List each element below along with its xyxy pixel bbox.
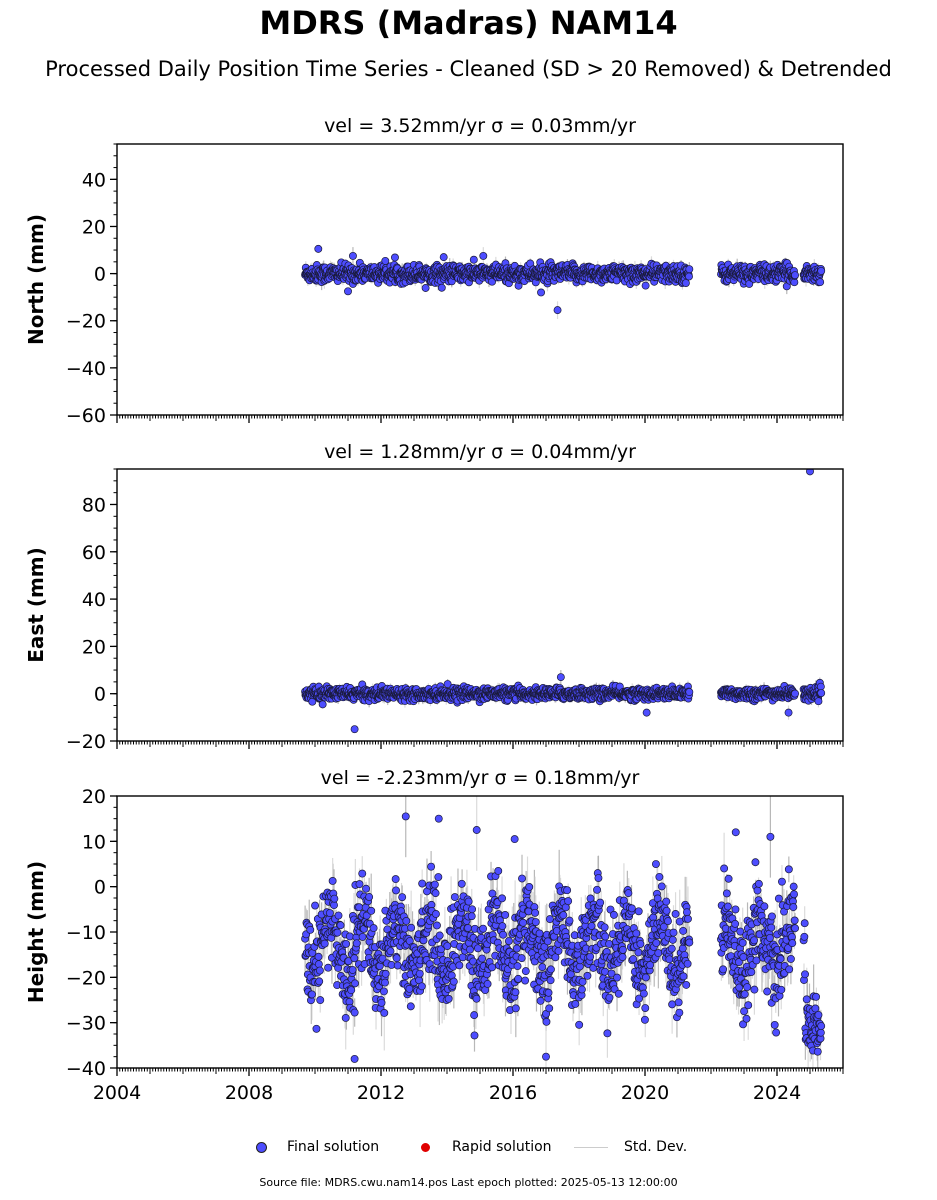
data-point (439, 253, 448, 262)
data-point (344, 287, 352, 296)
data-point (791, 271, 799, 280)
data-point (817, 689, 826, 697)
data-point (318, 700, 327, 709)
data-point (685, 688, 694, 696)
data-point (421, 284, 430, 292)
data-point (784, 708, 793, 717)
y-tick-label: 40 (82, 589, 106, 611)
panel-height: vel = -2.23mm/yr σ = 0.18mm/yr Height (mm… (24, 767, 844, 1104)
data-point (469, 255, 478, 264)
panel-title-height: vel = -2.23mm/yr σ = 0.18mm/yr (321, 767, 640, 789)
data-point (817, 266, 826, 275)
data-point (391, 253, 399, 262)
y-axis-label-height: Height (mm) (24, 861, 48, 1003)
data-point (806, 469, 814, 476)
data-point (791, 689, 799, 698)
data-point (349, 251, 357, 260)
chart-main-title: MDRS (Madras) NAM14 (259, 4, 678, 42)
y-tick-label: 40 (82, 169, 106, 191)
series-final-east (301, 469, 826, 734)
y-tick-label: −60 (66, 405, 106, 427)
y-tick-label: 0 (94, 684, 106, 706)
y-tick-label: 80 (82, 494, 106, 516)
y-axis-label-north: North (mm) (24, 214, 48, 345)
data-point (685, 265, 694, 274)
data-point (816, 278, 825, 287)
panel-title-north: vel = 3.52mm/yr σ = 0.03mm/yr (324, 115, 636, 137)
y-tick-label: −40 (66, 358, 106, 380)
data-point (556, 673, 565, 682)
data-point (814, 697, 823, 706)
y-tick-label: −20 (66, 731, 106, 753)
data-point (350, 725, 359, 734)
data-point (443, 680, 452, 688)
panel-east: vel = 1.28mm/yr σ = 0.04mm/yr East (mm) −2… (24, 441, 844, 753)
y-tick-label: 0 (94, 264, 106, 286)
data-point (537, 288, 546, 297)
points-north (301, 244, 826, 315)
points-east (301, 469, 826, 734)
data-point (641, 281, 650, 290)
data-point (314, 244, 323, 253)
series-final-height (301, 796, 826, 1068)
chart-subtitle: Processed Daily Position Time Series - C… (45, 57, 892, 81)
y-tick-label: 20 (82, 216, 106, 238)
data-point (681, 279, 690, 287)
y-tick-label: 20 (82, 636, 106, 658)
series-final-north (301, 244, 826, 319)
data-point (553, 306, 562, 315)
data-point (685, 272, 693, 281)
y-axis-label-east: East (mm) (24, 547, 48, 663)
panel-title-east: vel = 1.28mm/yr σ = 0.04mm/yr (324, 441, 636, 463)
y-tick-label: 60 (82, 542, 106, 564)
data-point (479, 251, 488, 260)
data-point (642, 708, 651, 717)
data-point (437, 283, 446, 292)
y-tick-label: −20 (66, 311, 106, 333)
